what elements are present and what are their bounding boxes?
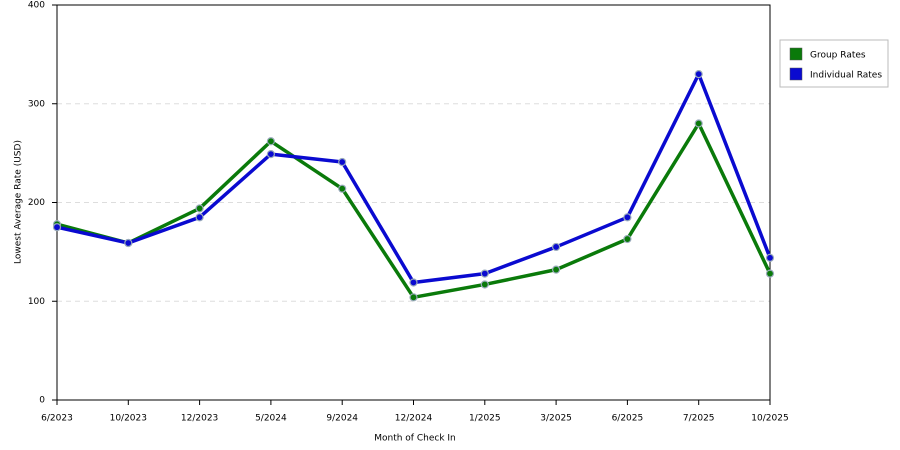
data-point[interactable] — [409, 293, 418, 302]
data-point[interactable] — [124, 238, 133, 248]
x-tick-label: 7/2025 — [683, 414, 715, 424]
x-tick-label: 10/2025 — [751, 414, 788, 424]
data-point[interactable] — [765, 269, 775, 278]
legend-swatch[interactable] — [789, 47, 803, 61]
data-point[interactable] — [623, 234, 632, 244]
data-point[interactable] — [694, 70, 703, 79]
x-tick-label: 3/2025 — [540, 414, 572, 424]
x-tick-label: 10/2023 — [110, 414, 147, 424]
data-point[interactable] — [480, 269, 489, 278]
legend-swatch[interactable] — [789, 67, 803, 81]
data-point[interactable] — [266, 150, 275, 159]
data-point[interactable] — [694, 119, 703, 128]
data-point[interactable] — [195, 213, 204, 222]
data-point[interactable] — [409, 278, 418, 287]
x-tick-label: 9/2024 — [326, 414, 358, 424]
legend-label[interactable]: Individual Rates — [810, 71, 882, 81]
data-point[interactable] — [338, 157, 347, 167]
y-tick-label: 300 — [28, 99, 45, 109]
x-tick-label: 12/2023 — [181, 414, 218, 424]
data-point[interactable] — [195, 204, 204, 213]
x-tick-label: 12/2024 — [395, 414, 433, 424]
y-axis-title: Lowest Average Rate (USD) — [14, 140, 24, 264]
data-point[interactable] — [623, 213, 632, 222]
data-point[interactable] — [52, 223, 62, 232]
x-axis-title: Month of Check In — [374, 434, 456, 444]
x-tick-label: 6/2023 — [41, 414, 73, 424]
x-tick-label: 5/2024 — [255, 414, 287, 424]
y-tick-label: 200 — [28, 198, 45, 208]
data-point[interactable] — [338, 184, 347, 193]
data-point[interactable] — [551, 265, 561, 274]
data-point[interactable] — [480, 280, 489, 289]
data-point[interactable] — [765, 253, 775, 262]
x-tick-label: 1/2025 — [469, 414, 501, 424]
y-tick-label: 0 — [39, 396, 45, 406]
legend-label[interactable]: Group Rates — [810, 51, 866, 61]
data-point[interactable] — [266, 137, 275, 146]
x-tick-label: 6/2025 — [612, 414, 644, 424]
data-point[interactable] — [551, 242, 561, 252]
y-tick-label: 400 — [28, 1, 45, 11]
y-tick-label: 100 — [28, 297, 45, 307]
